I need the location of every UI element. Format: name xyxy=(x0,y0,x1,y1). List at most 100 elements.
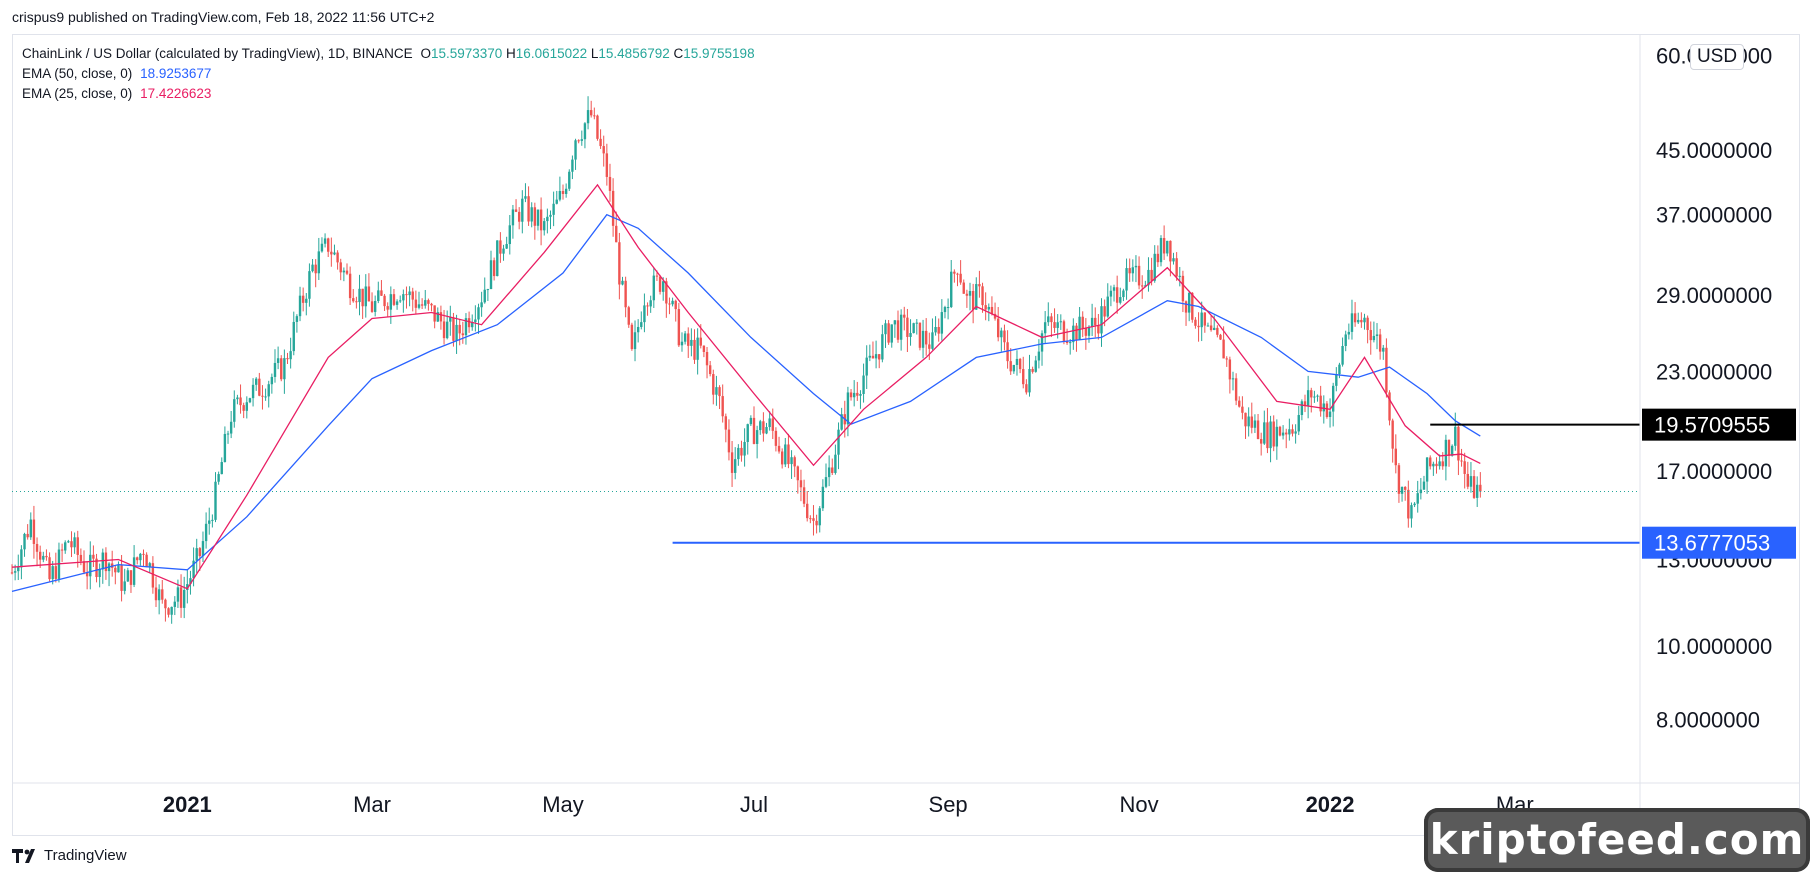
candle-body xyxy=(862,375,865,394)
candle-body xyxy=(1228,359,1232,380)
x-tick-label: 2021 xyxy=(163,792,212,817)
candle-body xyxy=(896,320,900,340)
candle-body xyxy=(608,176,612,191)
candle-body xyxy=(270,376,274,385)
candle-body xyxy=(1103,306,1106,317)
candle-body xyxy=(114,567,117,573)
candle-body xyxy=(636,326,640,333)
candle-body xyxy=(267,384,270,397)
candle-body xyxy=(1378,334,1382,352)
candle-body xyxy=(1472,476,1476,498)
candle-body xyxy=(746,424,749,442)
candle-body xyxy=(1122,290,1125,298)
candle-body xyxy=(1238,400,1241,407)
candle-body xyxy=(1084,328,1088,336)
candle-body xyxy=(255,378,258,385)
candle-body xyxy=(1050,316,1053,323)
tradingview-logo[interactable]: TradingView xyxy=(12,847,127,864)
candle-body xyxy=(677,309,681,346)
candle-body xyxy=(752,417,756,444)
candle-body xyxy=(1253,420,1257,428)
candle-body xyxy=(771,418,774,431)
legend-ema50-value: 18.9253677 xyxy=(140,66,212,81)
candle-body xyxy=(715,387,718,395)
candle-body xyxy=(1319,395,1322,412)
candle-body xyxy=(1006,342,1009,362)
candle-body xyxy=(417,304,421,308)
candle-body xyxy=(674,300,677,310)
candle-body xyxy=(721,396,724,417)
candle-body xyxy=(1316,395,1319,397)
chart-frame[interactable] xyxy=(12,34,1800,836)
candle-body xyxy=(98,569,101,578)
candle-body xyxy=(60,549,64,551)
candle-body xyxy=(696,337,699,360)
candle-body xyxy=(759,421,762,431)
candle-body xyxy=(424,300,427,306)
candle-body xyxy=(1040,333,1044,352)
legend-ema50-row[interactable]: EMA (50, close, 0) 18.9253677 xyxy=(22,66,211,81)
candle-body xyxy=(276,358,280,363)
candle-body xyxy=(1338,364,1341,375)
candle-body xyxy=(79,554,83,562)
legend-ema25-row[interactable]: EMA (25, close, 0) 17.4226623 xyxy=(22,86,211,101)
candle-body xyxy=(533,207,537,226)
candle-body xyxy=(705,351,709,366)
candle-body xyxy=(1112,287,1116,291)
candle-body xyxy=(514,209,518,212)
candle-body xyxy=(126,570,130,582)
candle-body xyxy=(1425,457,1429,482)
candle-body xyxy=(690,339,693,346)
candle-body xyxy=(1341,346,1344,365)
candle-body xyxy=(136,557,139,561)
candle-body xyxy=(921,330,925,348)
candle-body xyxy=(89,554,92,577)
candle-body xyxy=(918,322,922,348)
candle-body xyxy=(248,398,252,403)
candle-body xyxy=(1156,253,1160,263)
candle-body xyxy=(1015,358,1019,365)
candle-body xyxy=(1432,463,1435,467)
candle-body xyxy=(1043,322,1047,334)
candle-body xyxy=(1222,339,1225,359)
candle-body xyxy=(176,587,180,602)
candle-body xyxy=(1184,301,1188,313)
candle-body xyxy=(577,140,580,142)
candle-body xyxy=(849,392,853,398)
candle-body xyxy=(455,324,458,341)
candle-body xyxy=(662,281,665,292)
candle-body xyxy=(477,307,480,320)
candle-body xyxy=(95,558,98,578)
candle-body xyxy=(815,520,818,526)
candle-body xyxy=(1213,327,1216,331)
candle-body xyxy=(220,462,223,475)
candle-body xyxy=(762,421,765,434)
candle-body xyxy=(1310,390,1313,398)
candle-body xyxy=(1441,461,1444,467)
candle-body xyxy=(499,240,502,254)
candle-body xyxy=(461,333,465,336)
candle-body xyxy=(13,571,17,573)
candle-body xyxy=(1410,505,1413,519)
currency-button[interactable]: USD xyxy=(1690,44,1744,70)
candle-body xyxy=(251,384,255,399)
candle-body xyxy=(54,566,58,579)
candle-body xyxy=(245,402,249,411)
candle-body xyxy=(530,207,533,222)
y-tick-label: 23.0000000 xyxy=(1656,359,1772,384)
candle-body xyxy=(342,270,346,273)
candle-body xyxy=(1012,364,1016,372)
candle-body xyxy=(946,307,950,309)
candle-body xyxy=(408,291,411,296)
candle-body xyxy=(658,276,662,292)
candle-body xyxy=(730,452,734,473)
candle-body xyxy=(840,414,843,430)
candle-body xyxy=(643,305,646,323)
tradingview-logo-icon xyxy=(12,848,35,863)
candle-body xyxy=(1256,420,1260,440)
candle-body xyxy=(987,306,990,310)
candle-body xyxy=(680,341,684,346)
price-label-text: 19.5709555 xyxy=(1654,413,1770,438)
candle-body xyxy=(373,301,377,312)
